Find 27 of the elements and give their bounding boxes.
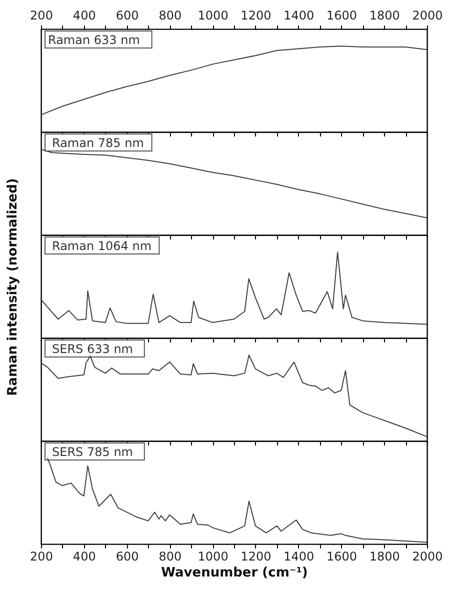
x2-tick-label: 1600 (326, 8, 357, 22)
x-tick-label: 800 (158, 550, 182, 564)
x2-tick-label: 600 (116, 8, 139, 22)
chart-title: SERS 785 nm (52, 445, 133, 459)
x2-tick-label: 1200 (240, 8, 272, 22)
x-tick-label: 1000 (198, 550, 228, 564)
x-tick-label: 1200 (240, 550, 272, 564)
x-tick-label: 400 (72, 550, 96, 564)
x-tick-label: 1600 (326, 550, 357, 564)
chart-title: Raman 785 nm (52, 136, 144, 150)
y-axis-title: Raman intensity (normalized) (6, 178, 20, 396)
x-tick-label: 1800 (369, 550, 400, 564)
x2-tick-label: 1800 (369, 8, 400, 22)
x2-tick-label: 1400 (284, 8, 314, 22)
x-axis-title: Wavenumber (cm⁻¹) (161, 566, 308, 580)
x-tick-label: 2000 (412, 550, 443, 564)
x2-tick-label: 200 (30, 8, 53, 22)
x2-tick-label: 1000 (198, 8, 228, 22)
chart-title: SERS 633 nm (52, 342, 133, 356)
x-tick-label: 200 (30, 550, 53, 564)
x-tick-label: 1400 (284, 550, 314, 564)
x2-tick-label: 800 (158, 8, 182, 22)
x2-tick-label: 2000 (412, 8, 443, 22)
x2-tick-label: 400 (72, 8, 96, 22)
chart-title: Raman 1064 nm (52, 239, 152, 253)
x-tick-label: 600 (116, 550, 139, 564)
chart-title: Raman 633 nm (48, 33, 140, 47)
